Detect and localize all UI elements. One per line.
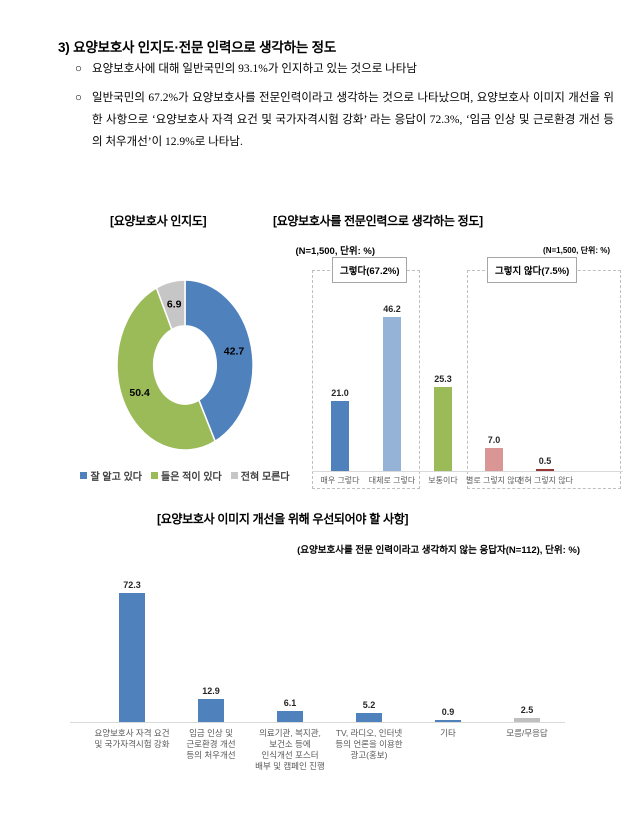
- category-label-line: 광고(홍보): [350, 750, 388, 760]
- legend-swatch-icon: [230, 472, 238, 479]
- agree-group-box: [312, 270, 420, 489]
- category-label-line: 배부 및 캠페인 진행: [255, 761, 325, 771]
- legend-label: 잘 알고 있다: [90, 472, 142, 483]
- bar: [383, 317, 401, 471]
- bar: [536, 469, 554, 471]
- category-label-line: 임금 인상 및: [189, 728, 233, 738]
- legend-label: 들은 적이 있다: [161, 472, 222, 483]
- category-label-line: 모름/무응답: [506, 728, 548, 738]
- category-label-line: 등의 언론을 이용한: [335, 739, 403, 749]
- category-label: 기타: [403, 728, 493, 739]
- bar-value-label: 5.2: [362, 699, 376, 710]
- bullet-item-2: ○ 일반국민의 67.2%가 요양보호사를 전문인력이라고 생각하는 것으로 나…: [75, 87, 615, 153]
- bullet-marker: ○: [75, 63, 82, 75]
- bar: [434, 386, 452, 471]
- category-label-line: 별로 그렇지 않다: [466, 476, 522, 485]
- category-label-line: 전혀 그렇지 않다: [517, 476, 573, 485]
- category-label-line: 요양보호사 자격 요건: [94, 728, 170, 738]
- category-label: 임금 인상 및 근로환경 개선 등의 처우개선: [166, 728, 256, 761]
- bar-value-label: 25.3: [434, 373, 452, 384]
- bullet-text-2: 일반국민의 67.2%가 요양보호사를 전문인력이라고 생각하는 것으로 나타났…: [92, 92, 614, 148]
- category-label-line: 근로환경 개선: [186, 739, 236, 749]
- bar: [198, 698, 224, 722]
- category-label: 매우 그렇다: [305, 475, 375, 486]
- x-axis-line: [312, 471, 623, 472]
- professional-chart-title: [요양보호사를 전문인력으로 생각하는 정도]: [273, 214, 483, 228]
- legend-swatch-icon: [151, 472, 158, 479]
- bar-value-label: 7.0: [487, 434, 501, 445]
- category-label-line: 보건소 등에: [269, 739, 311, 749]
- section-heading: 3) 요양보호사 인지도·전문 인력으로 생각하는 정도: [58, 40, 337, 55]
- awareness-donut-chart: 42.7 50.4 6.9: [116, 279, 254, 451]
- category-label-line: 기타: [440, 728, 456, 738]
- legend-item: 들은 적이 있다: [151, 468, 222, 483]
- donut-slice: [155, 279, 186, 331]
- x-axis-line: [70, 722, 565, 723]
- donut-slice: [184, 279, 254, 443]
- awareness-chart-title: [요양보호사 인지도]: [110, 214, 207, 228]
- category-label: 전혀 그렇지 않다: [510, 475, 580, 486]
- legend-label: 전혀 모른다: [240, 472, 290, 483]
- bullet-marker: ○: [75, 92, 82, 104]
- bar-value-label: 21.0: [331, 388, 349, 398]
- category-label-line: 인식개선 포스터: [261, 750, 319, 760]
- legend-item: 잘 알고 있다: [80, 468, 142, 483]
- bullet-item-1: ○ 요양보호사에 대해 일반국민의 93.1%가 인지하고 있는 것으로 나타남: [75, 58, 615, 80]
- disagree-group-label: 그렇지 않다(7.5%): [487, 257, 578, 283]
- category-label-line: 및 국가자격시험 강화: [94, 739, 170, 749]
- donut-slice: [116, 286, 217, 451]
- bar-value-label: 0.9: [441, 707, 455, 717]
- bar: [277, 711, 303, 722]
- awareness-chart-legend: 잘 알고 있다 들은 적이 있다 전혀 모른다: [55, 468, 315, 483]
- legend-item: 전혀 모른다: [230, 468, 290, 483]
- bar: [356, 712, 382, 722]
- category-label: 모름/무응답: [482, 728, 572, 739]
- category-label: 별로 그렇지 않다: [459, 475, 529, 486]
- category-label-line: 등의 처우개선: [186, 750, 236, 760]
- category-label: 보통이다: [408, 475, 478, 486]
- bar-value-label: 0.5: [538, 456, 552, 466]
- priority-bar-chart: 72.3 요양보호사 자격 요건 및 국가자격시험 강화 12.9 임금 인상 및 근로환…: [70, 570, 567, 800]
- bar-value-label: 6.1: [283, 698, 297, 709]
- category-label-line: 의료기관, 복지관,: [259, 728, 321, 738]
- bullet-text-1: 요양보호사에 대해 일반국민의 93.1%가 인지하고 있는 것으로 나타남: [92, 63, 417, 75]
- legend-swatch-icon: [80, 472, 88, 479]
- category-label-line: 대체로 그렇다: [368, 476, 416, 485]
- category-label: TV, 라디오, 인터넷 등의 언론을 이용한 광고(홍보): [324, 728, 414, 761]
- category-label-line: 보통이다: [428, 476, 458, 485]
- bar: [119, 592, 145, 722]
- agree-group-label: 그렇다(67.2%): [332, 257, 408, 283]
- professional-chart-note: (N=1,500, 단위: %): [543, 246, 610, 255]
- category-label-line: 매우 그렇다: [320, 476, 360, 485]
- donut-value-label: 50.4: [129, 387, 150, 399]
- bar-value-label: 46.2: [383, 304, 401, 314]
- priority-chart-title: [요양보호사 이미지 개선을 위해 우선되어야 할 사항]: [157, 512, 409, 526]
- bar: [514, 717, 540, 722]
- category-label: 의료기관, 복지관, 보건소 등에 인식개선 포스터 배부 및 캠페인 진행: [245, 728, 335, 772]
- bar-value-label: 12.9: [202, 685, 220, 696]
- category-label: 요양보호사 자격 요건 및 국가자격시험 강화: [87, 728, 177, 750]
- bar-value-label: 72.3: [123, 579, 141, 590]
- awareness-chart-note: (N=1,500, 단위: %): [295, 246, 375, 257]
- category-label: 대체로 그렇다: [357, 475, 427, 486]
- priority-chart-note: (요양보호사를 전문 인력이라고 생각하지 않는 응답자(N=112), 단위:…: [297, 545, 580, 556]
- donut-value-label: 6.9: [167, 299, 182, 311]
- bar: [331, 401, 349, 471]
- donut-value-label: 42.7: [224, 346, 245, 358]
- category-label-line: TV, 라디오, 인터넷: [335, 728, 403, 738]
- bar-value-label: 2.5: [520, 704, 534, 715]
- professional-bar-chart: 그렇다(67.2%) 그렇지 않다(7.5%) 21.0 매우 그렇다 46.2 대체…: [312, 255, 623, 495]
- bar: [485, 447, 503, 471]
- bar: [435, 720, 461, 722]
